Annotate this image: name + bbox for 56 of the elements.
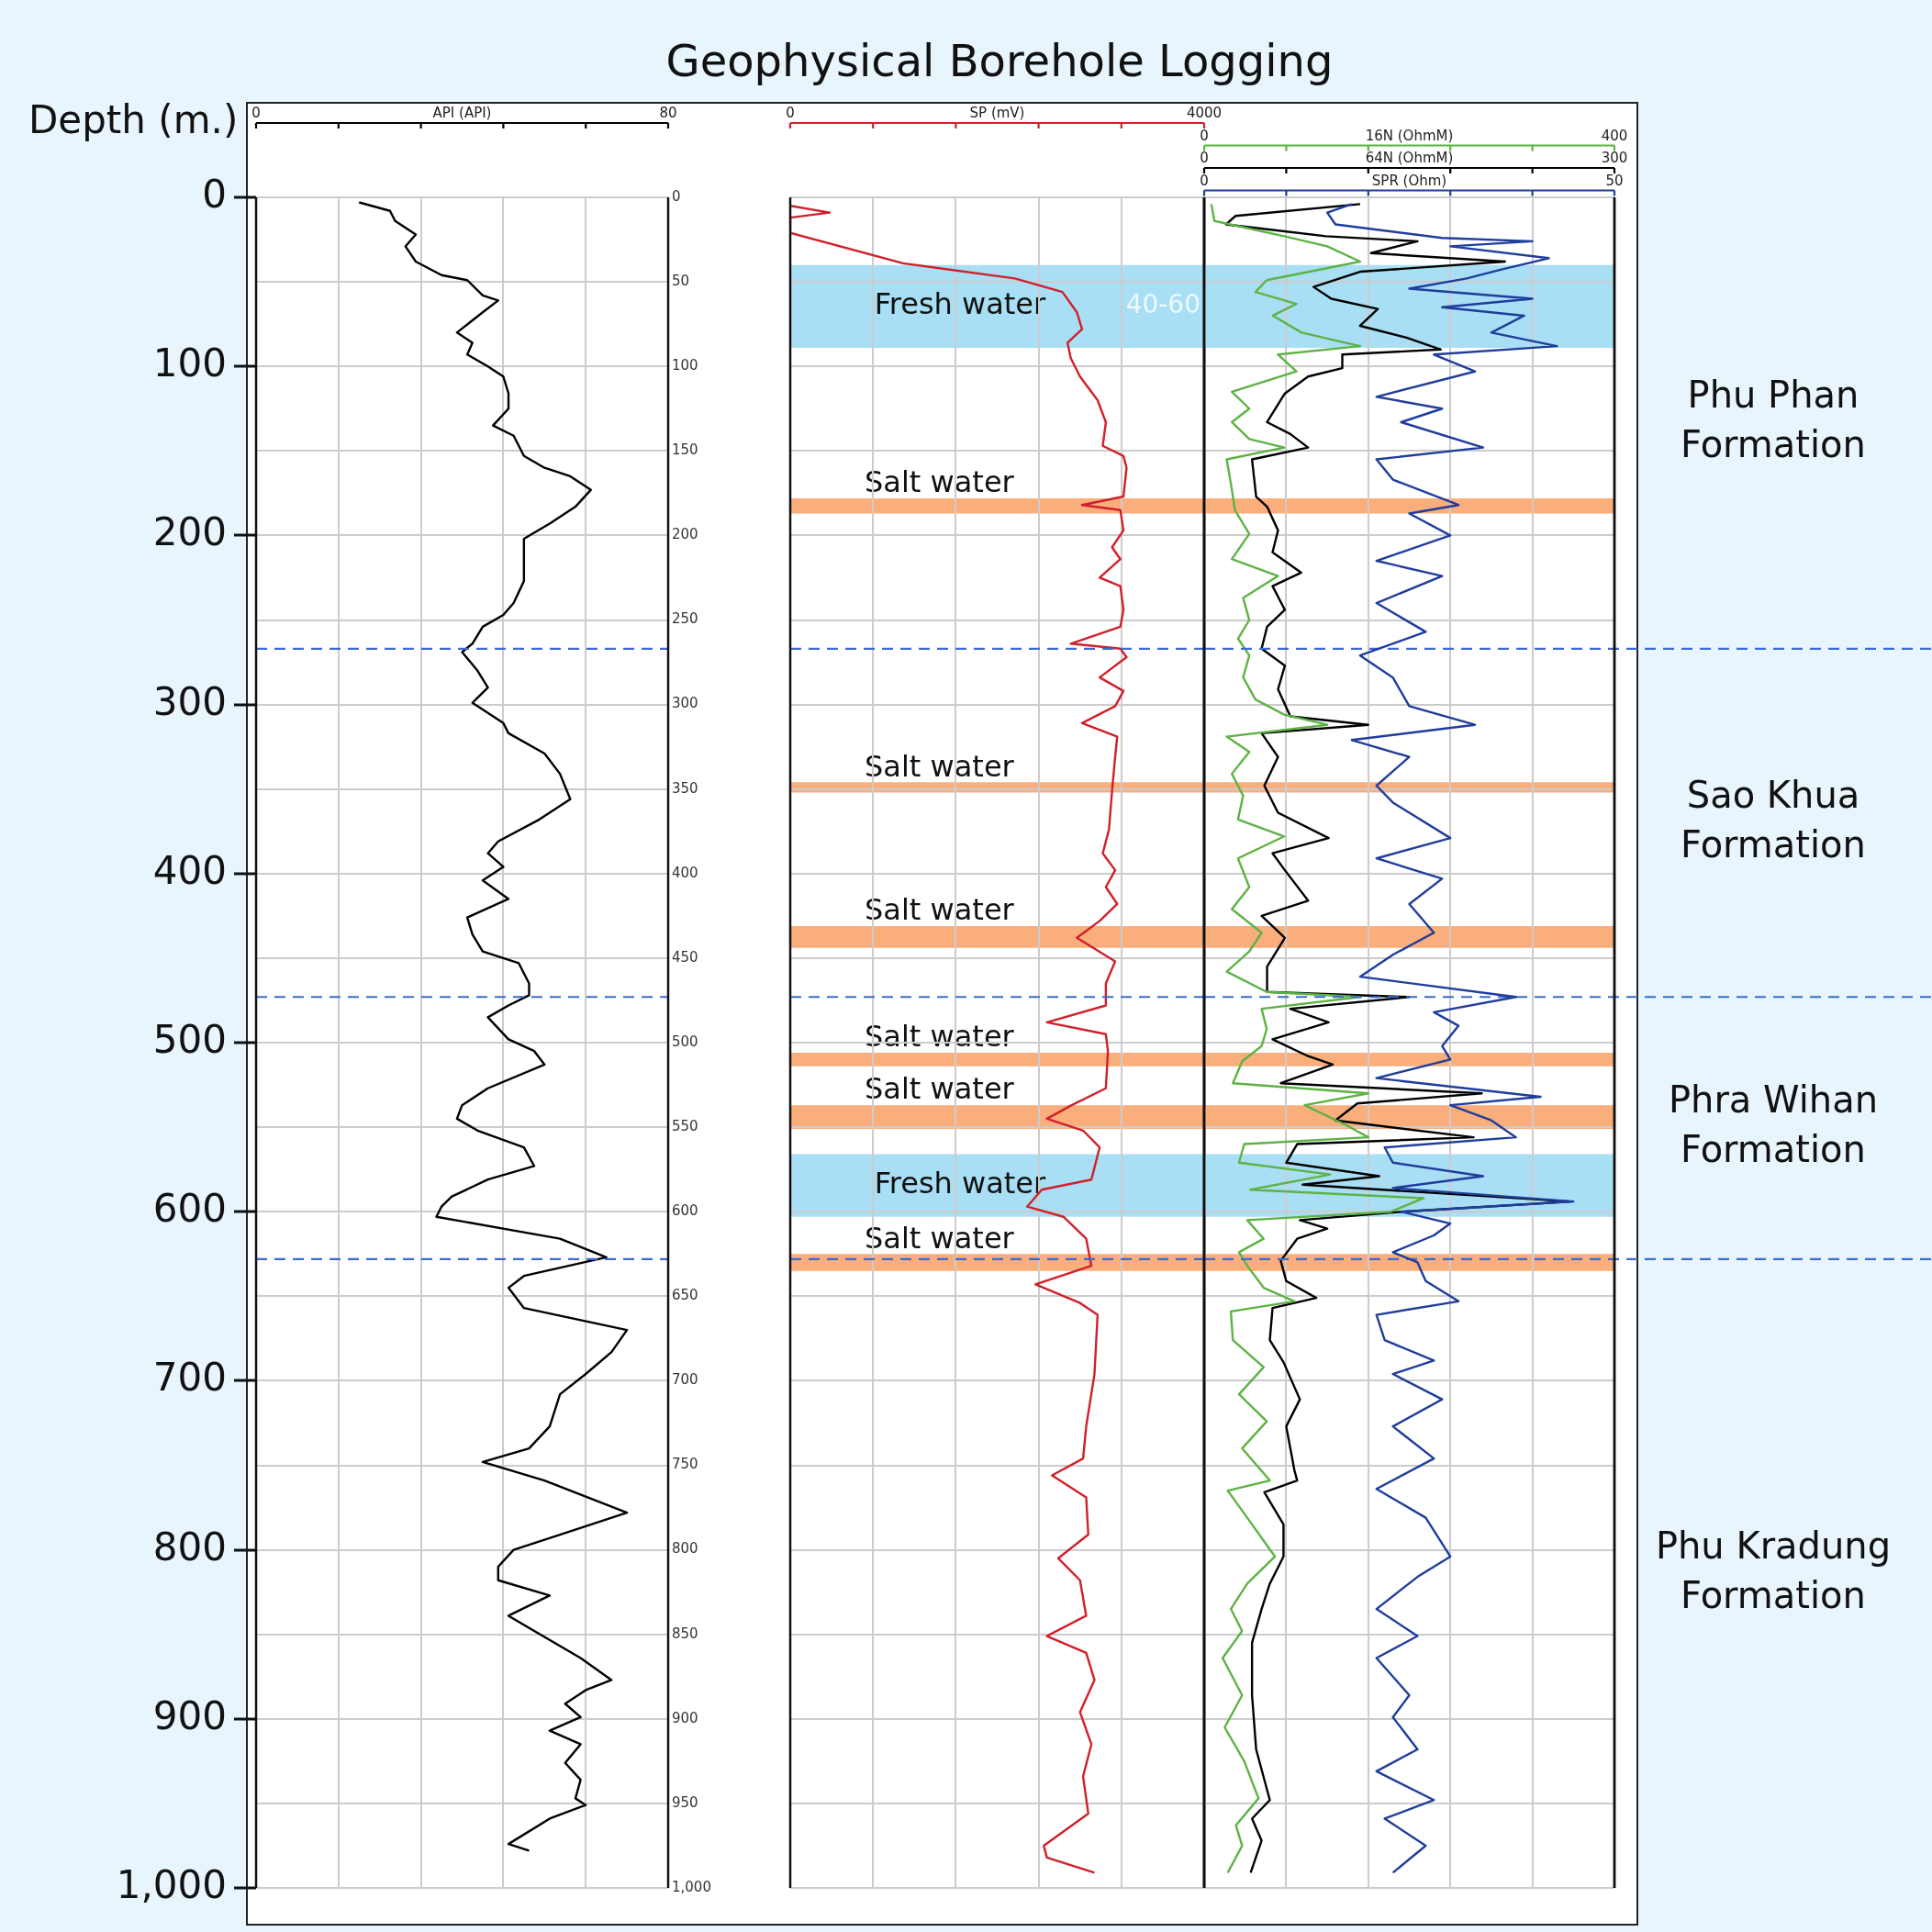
y-axis-title: Depth (m.): [28, 97, 239, 142]
y2-tick-label: 750: [672, 1456, 698, 1473]
y-tick-label: 800: [152, 1524, 227, 1569]
band-label: Fresh water: [874, 286, 1047, 322]
x-axis-title: SPR (Ohm): [1371, 172, 1447, 189]
y2-tick-label: 900: [672, 1709, 698, 1726]
y2-tick-label: 1,000: [672, 1878, 711, 1895]
x-tick-label: 0: [786, 105, 795, 122]
y2-tick-label: 450: [672, 948, 698, 966]
y2-tick-label: 350: [672, 779, 698, 797]
y2-tick-label: 150: [672, 441, 698, 459]
y-tick-label: 200: [152, 509, 227, 555]
y2-tick-label: 300: [672, 695, 698, 712]
y2-tick-label: 550: [672, 1117, 698, 1134]
text: Sao Khua Formation: [1681, 773, 1866, 865]
band-label: Salt water: [865, 892, 1015, 928]
y2-tick-label: 250: [672, 610, 698, 628]
chart-title: Geophysical Borehole Logging: [665, 35, 1334, 86]
x-tick-label: 0: [251, 105, 261, 122]
y2-tick-label: 500: [672, 1033, 698, 1050]
x-axis-title: SP (mV): [969, 105, 1025, 122]
y2-tick-label: 950: [672, 1793, 698, 1811]
y2-tick-label: 700: [672, 1371, 698, 1389]
x2-tick-label: 0: [1200, 150, 1209, 167]
y2-tick-label: 0: [672, 187, 681, 205]
x-tick-label: 4000: [1186, 105, 1223, 122]
annotation: 40-60: [1125, 289, 1201, 320]
y-tick-label: 700: [152, 1355, 227, 1401]
x-tick-label: 80: [659, 105, 677, 122]
y-tick-label: 300: [152, 678, 227, 724]
text: Phu Phan Formation: [1681, 374, 1866, 466]
y-tick-label: 600: [152, 1186, 227, 1232]
x-axis-title: 16N (OhmM): [1365, 127, 1454, 144]
y2-tick-label: 50: [672, 272, 690, 289]
text: Phu Kradung Formation: [1655, 1524, 1892, 1616]
y2-tick-label: 800: [672, 1540, 698, 1558]
y2-tick-label: 400: [672, 864, 698, 881]
y-tick-label: 500: [152, 1016, 227, 1062]
y2-tick-label: 850: [672, 1625, 698, 1642]
y-tick-label: 1,000: [116, 1861, 227, 1907]
band-label: Salt water: [865, 464, 1015, 500]
text: Phra Wihan Formation: [1668, 1078, 1879, 1171]
y2-tick-label: 600: [672, 1202, 698, 1220]
x2-tick-label: 300: [1601, 150, 1628, 167]
x-axis-title: API (API): [432, 105, 492, 122]
band-label: Salt water: [865, 1220, 1015, 1256]
band-label: Fresh water: [874, 1165, 1047, 1201]
y2-tick-label: 100: [672, 357, 698, 374]
band-label: Salt water: [865, 748, 1015, 784]
band-label: Salt water: [865, 1071, 1015, 1107]
x2-axis-title: 64N (OhmM): [1365, 150, 1454, 167]
y2-tick-label: 200: [672, 526, 698, 543]
y-tick-label: 100: [152, 341, 227, 386]
y2-tick-label: 650: [672, 1287, 698, 1304]
y-tick-label: 900: [152, 1692, 227, 1738]
y-tick-label: 400: [152, 847, 227, 893]
